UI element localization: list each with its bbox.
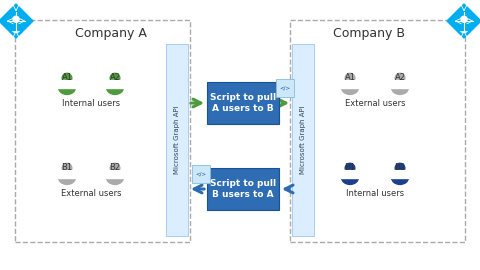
Bar bbox=[341, 80, 360, 88]
Polygon shape bbox=[447, 4, 480, 38]
Text: External users: External users bbox=[345, 100, 405, 109]
Bar bbox=[391, 170, 409, 178]
FancyArrowPatch shape bbox=[191, 99, 201, 107]
Text: External users: External users bbox=[61, 190, 121, 198]
Text: </>: </> bbox=[195, 171, 206, 177]
Text: Script to pull
A users to B: Script to pull A users to B bbox=[210, 93, 276, 113]
FancyBboxPatch shape bbox=[166, 44, 188, 236]
Circle shape bbox=[345, 163, 355, 173]
Circle shape bbox=[395, 73, 405, 83]
Ellipse shape bbox=[12, 26, 20, 32]
Circle shape bbox=[13, 16, 19, 22]
Ellipse shape bbox=[107, 171, 123, 184]
Ellipse shape bbox=[342, 81, 359, 94]
Text: A1: A1 bbox=[345, 73, 356, 82]
FancyBboxPatch shape bbox=[207, 82, 279, 124]
Bar bbox=[58, 170, 76, 178]
Text: A2: A2 bbox=[109, 73, 120, 82]
Ellipse shape bbox=[392, 171, 408, 184]
FancyBboxPatch shape bbox=[276, 79, 294, 97]
Bar bbox=[341, 170, 360, 178]
Bar bbox=[11, 25, 21, 29]
FancyBboxPatch shape bbox=[292, 44, 314, 236]
Bar bbox=[290, 20, 465, 242]
Ellipse shape bbox=[59, 171, 75, 184]
Circle shape bbox=[62, 73, 72, 83]
FancyArrowPatch shape bbox=[194, 185, 204, 193]
Circle shape bbox=[395, 163, 405, 173]
Text: A2: A2 bbox=[395, 73, 406, 82]
Ellipse shape bbox=[392, 81, 408, 94]
Bar bbox=[459, 25, 469, 29]
FancyArrowPatch shape bbox=[285, 185, 293, 193]
Text: </>: </> bbox=[279, 86, 290, 90]
Ellipse shape bbox=[59, 81, 75, 94]
Text: Company B: Company B bbox=[333, 26, 405, 39]
Text: Script to pull
B users to A: Script to pull B users to A bbox=[210, 179, 276, 199]
Bar bbox=[106, 80, 124, 88]
Text: Internal users: Internal users bbox=[346, 190, 404, 198]
Text: Microsoft Graph API: Microsoft Graph API bbox=[174, 106, 180, 174]
Ellipse shape bbox=[460, 26, 468, 32]
Text: B1: B1 bbox=[345, 163, 356, 171]
Ellipse shape bbox=[342, 171, 359, 184]
FancyBboxPatch shape bbox=[207, 168, 279, 210]
Polygon shape bbox=[0, 4, 33, 38]
Bar bbox=[391, 80, 409, 88]
Bar bbox=[58, 80, 76, 88]
FancyBboxPatch shape bbox=[192, 165, 210, 183]
Text: Microsoft Graph API: Microsoft Graph API bbox=[300, 106, 306, 174]
Bar bbox=[15, 20, 190, 242]
Circle shape bbox=[345, 73, 355, 83]
Text: B1: B1 bbox=[61, 163, 72, 171]
Text: A1: A1 bbox=[61, 73, 72, 82]
FancyArrowPatch shape bbox=[278, 99, 286, 107]
Text: Company A: Company A bbox=[75, 26, 147, 39]
Text: Internal users: Internal users bbox=[62, 100, 120, 109]
Text: B2: B2 bbox=[395, 163, 406, 171]
Circle shape bbox=[461, 16, 467, 22]
Circle shape bbox=[110, 163, 120, 173]
Circle shape bbox=[62, 163, 72, 173]
Ellipse shape bbox=[107, 81, 123, 94]
Circle shape bbox=[110, 73, 120, 83]
Text: B2: B2 bbox=[109, 163, 120, 171]
Bar bbox=[106, 170, 124, 178]
